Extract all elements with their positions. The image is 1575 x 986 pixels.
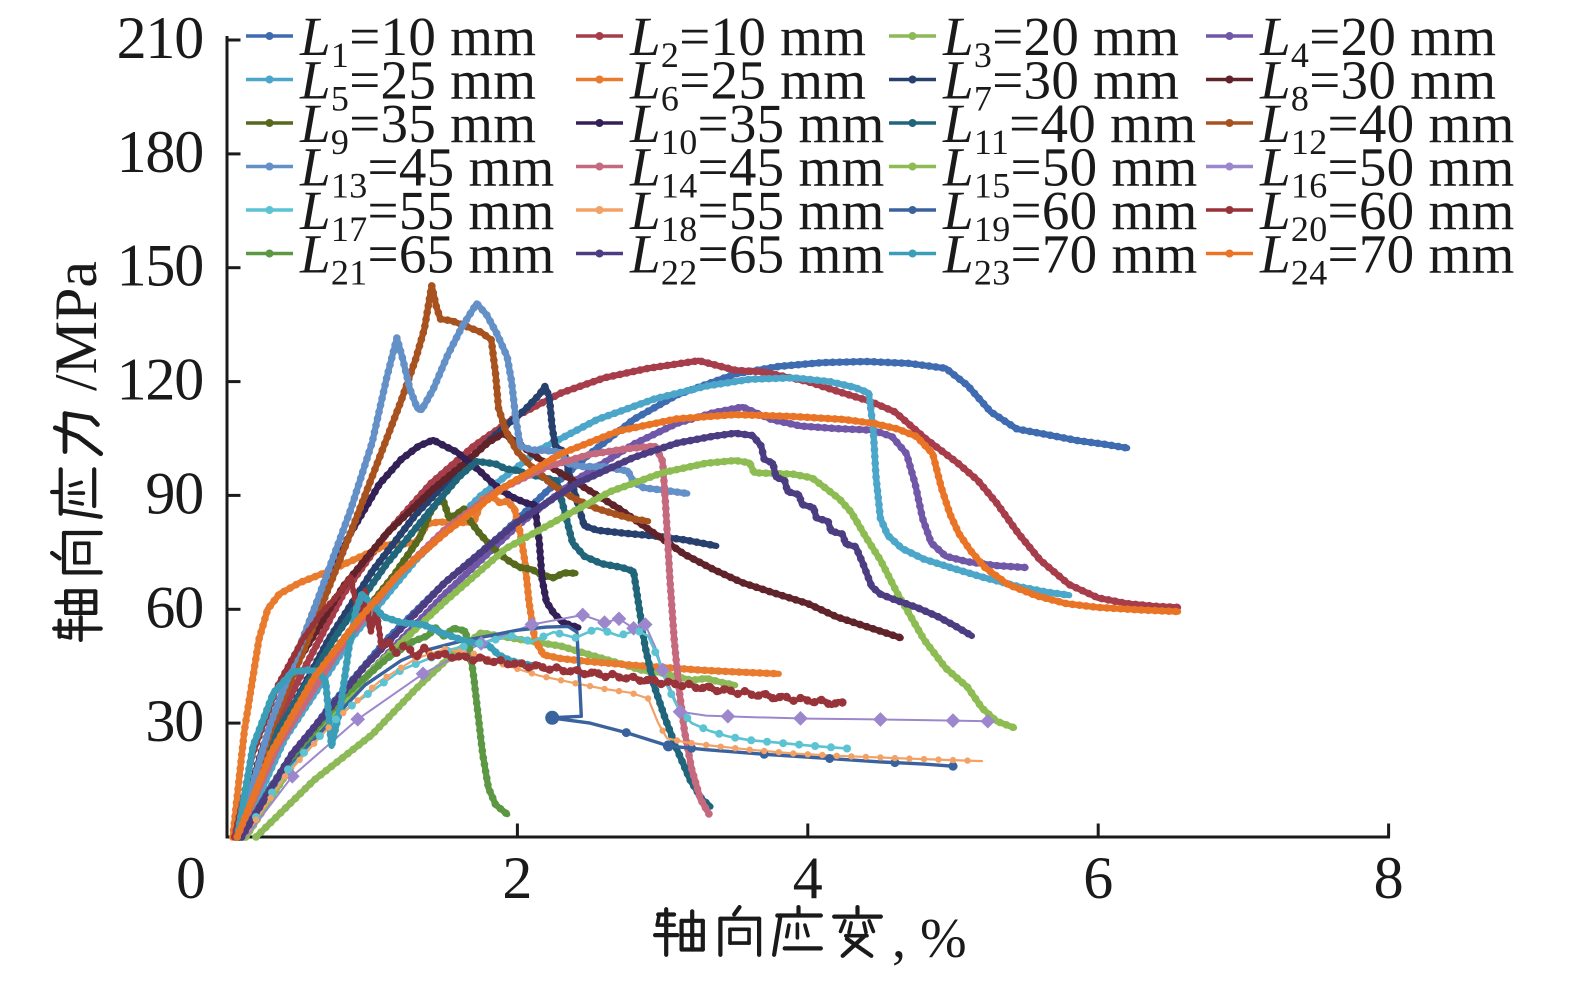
svg-text:L4=20 mm: L4=20 mm [1259,6,1496,75]
svg-text:L1=10 mm: L1=10 mm [299,6,536,75]
svg-text:L10=35 mm: L10=35 mm [629,93,885,162]
svg-text:L20=60 mm: L20=60 mm [1259,180,1515,249]
svg-text:L12=40 mm: L12=40 mm [1259,93,1515,162]
svg-text:210: 210 [117,5,203,71]
svg-text:L6=25 mm: L6=25 mm [629,50,866,119]
svg-text:150: 150 [117,233,203,299]
svg-text:L2=10 mm: L2=10 mm [629,6,866,75]
svg-text:60: 60 [145,574,203,640]
svg-text:180: 180 [117,119,203,185]
svg-text:0: 0 [176,845,206,911]
svg-text:L16=50 mm: L16=50 mm [1259,137,1515,206]
svg-text:L21=65 mm: L21=65 mm [299,224,555,293]
svg-text:L23=70 mm: L23=70 mm [942,224,1198,293]
svg-text:90: 90 [145,460,203,526]
svg-text:L19=60 mm: L19=60 mm [942,180,1198,249]
svg-text:4: 4 [793,845,823,911]
svg-text:L13=45 mm: L13=45 mm [299,137,555,206]
svg-text:L22=65 mm: L22=65 mm [629,224,885,293]
svg-text:2: 2 [502,845,532,911]
svg-text:L24=70 mm: L24=70 mm [1259,224,1515,293]
svg-text:L8=30 mm: L8=30 mm [1259,50,1496,119]
svg-text:L18=55 mm: L18=55 mm [629,180,885,249]
svg-text:30: 30 [145,688,203,754]
svg-text:L5=25 mm: L5=25 mm [299,50,536,119]
svg-text:L3=20 mm: L3=20 mm [942,6,1179,75]
svg-text:L11=40 mm: L11=40 mm [942,93,1196,162]
svg-text:L14=45 mm: L14=45 mm [629,137,885,206]
svg-text:L7=30 mm: L7=30 mm [942,50,1179,119]
svg-text:8: 8 [1374,845,1404,911]
svg-text:L17=55 mm: L17=55 mm [299,180,555,249]
svg-text:6: 6 [1083,845,1113,911]
svg-text:, %: , % [892,908,967,970]
svg-text:120: 120 [117,347,203,413]
svg-text:/MPa: /MPa [43,261,109,391]
svg-text:L9=35 mm: L9=35 mm [299,93,536,162]
svg-text:L15=50 mm: L15=50 mm [942,137,1198,206]
